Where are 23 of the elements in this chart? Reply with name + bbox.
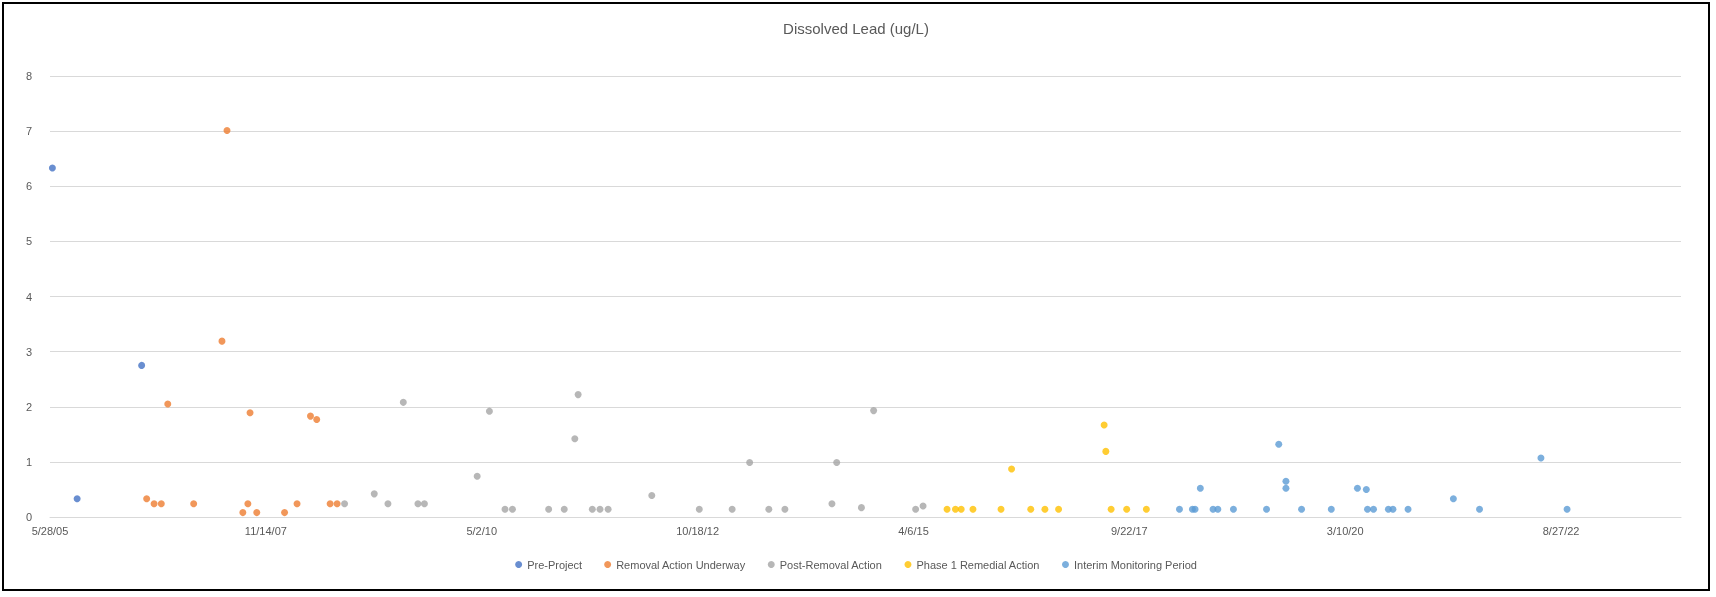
x-tick-label: 11/14/07 <box>244 524 287 537</box>
y-tick-label: 8 <box>25 70 32 82</box>
y-tick-label: 0 <box>25 511 32 523</box>
y-tick-label: 6 <box>25 180 32 193</box>
x-tick-label: 5/2/10 <box>466 524 498 537</box>
x-tick-label: 9/22/17 <box>1110 524 1148 537</box>
chart-title: Dissolved Lead (ug/L) <box>783 20 929 37</box>
x-tick-label: 5/28/05 <box>31 524 69 537</box>
y-tick-label: 3 <box>25 345 32 358</box>
x-tick-label: 4/6/15 <box>898 524 929 537</box>
legend-label: Pre-Project <box>527 558 583 571</box>
x-tick-label: 8/27/22 <box>1542 524 1580 537</box>
y-tick-label: 2 <box>25 400 32 413</box>
legend-label: Removal Action Underway <box>616 558 746 571</box>
x-tick-label: 3/10/20 <box>1326 524 1364 537</box>
y-tick-label: 5 <box>25 235 32 248</box>
y-tick-label: 7 <box>25 125 32 138</box>
y-tick-label: 4 <box>25 290 32 303</box>
legend-label: Interim Monitoring Period <box>1073 558 1197 571</box>
legend-label: Post-Removal Action <box>779 558 882 571</box>
legend-label: Phase 1 Remedial Action <box>916 558 1040 571</box>
x-tick-label: 10/18/12 <box>676 524 720 537</box>
y-tick-label: 1 <box>25 455 32 468</box>
